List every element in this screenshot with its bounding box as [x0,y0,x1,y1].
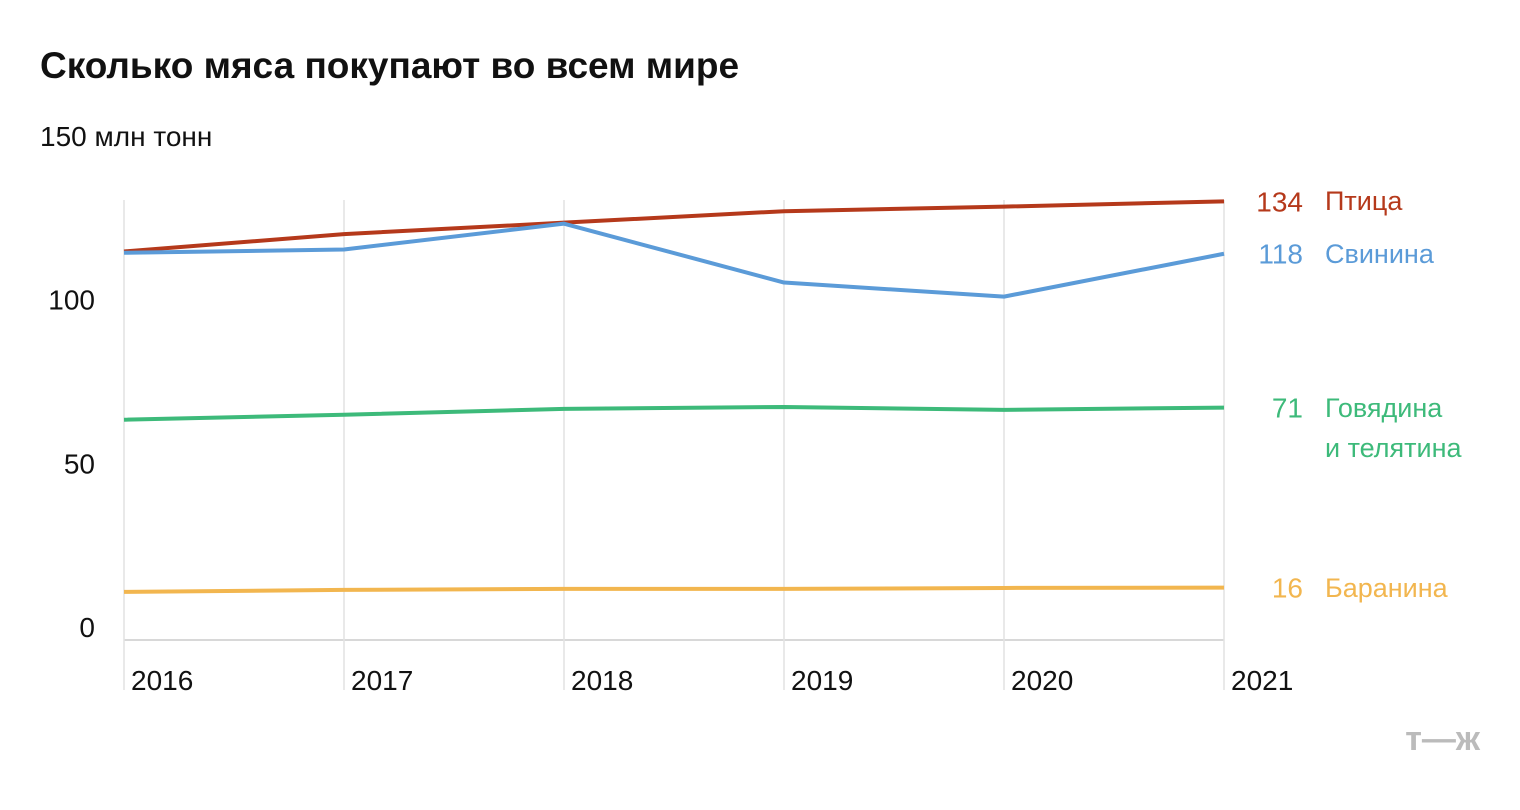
y-tick-label: 0 [79,612,95,643]
legend-entry: Свинина [1325,238,1434,269]
x-tick-label: 2017 [351,665,413,696]
x-tick-label: 2021 [1231,665,1293,696]
value-label: 134 [1256,186,1303,217]
legend-entry: Говядина и телятина [1325,392,1462,463]
x-tick-label: 2018 [571,665,633,696]
logo: т—ж [1405,720,1481,758]
x-tick-label: 2020 [1011,665,1073,696]
legend-entry: Птица [1325,186,1403,217]
y-tick-label: 100 [48,285,95,316]
series-line [123,404,1225,422]
y-tick-label: 150 млн тонн [40,121,212,152]
series-line [123,221,1225,299]
y-tick-label: 50 [64,448,95,479]
legend-entry: Баранина [1325,572,1448,603]
series-line [123,585,1225,594]
series-line [123,199,1225,254]
value-label: 16 [1272,573,1303,604]
x-tick-label: 2016 [131,665,193,696]
chart-title: Сколько мяса покупают во всем мире [40,45,739,86]
x-tick-label: 2019 [791,665,853,696]
value-label: 71 [1272,393,1303,424]
value-label: 118 [1258,239,1303,270]
